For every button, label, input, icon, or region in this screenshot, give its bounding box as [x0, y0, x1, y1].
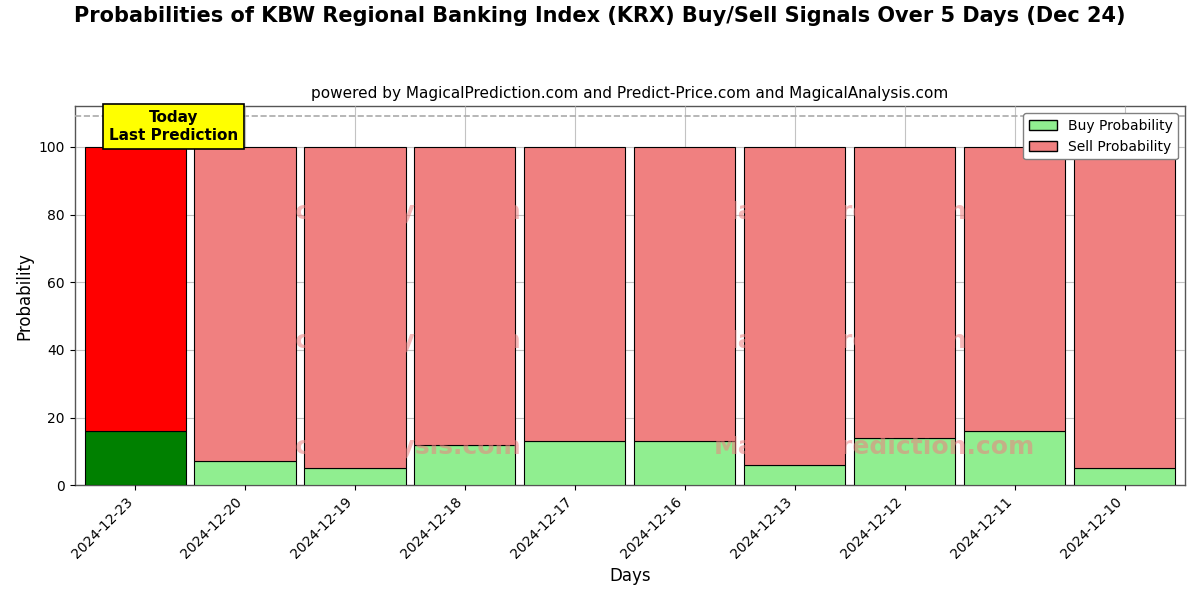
Bar — [194, 147, 295, 461]
Bar — [635, 147, 736, 441]
Text: MagicalAnalysis.com: MagicalAnalysis.com — [228, 200, 521, 224]
Bar — [84, 147, 186, 431]
Text: Today
Last Prediction: Today Last Prediction — [109, 110, 239, 143]
Bar — [305, 147, 406, 468]
Bar — [854, 147, 955, 438]
X-axis label: Days: Days — [610, 567, 650, 585]
Text: Probabilities of KBW Regional Banking Index (KRX) Buy/Sell Signals Over 5 Days (: Probabilities of KBW Regional Banking In… — [74, 6, 1126, 26]
Bar — [744, 465, 845, 485]
Bar — [1074, 468, 1175, 485]
Bar — [635, 441, 736, 485]
Bar — [84, 431, 186, 485]
Bar — [194, 461, 295, 485]
Bar — [964, 147, 1066, 431]
Text: MagicalPrediction.com: MagicalPrediction.com — [714, 329, 1034, 353]
Bar — [414, 445, 516, 485]
Text: MagicalAnalysis.com: MagicalAnalysis.com — [228, 329, 521, 353]
Text: MagicalAnalysis.com: MagicalAnalysis.com — [228, 435, 521, 459]
Text: MagicalPrediction.com: MagicalPrediction.com — [714, 200, 1034, 224]
Bar — [305, 468, 406, 485]
Bar — [524, 441, 625, 485]
Bar — [524, 147, 625, 441]
Bar — [414, 147, 516, 445]
Bar — [1074, 147, 1175, 468]
Y-axis label: Probability: Probability — [16, 252, 34, 340]
Text: MagicalPrediction.com: MagicalPrediction.com — [714, 435, 1034, 459]
Legend: Buy Probability, Sell Probability: Buy Probability, Sell Probability — [1024, 113, 1178, 160]
Title: powered by MagicalPrediction.com and Predict-Price.com and MagicalAnalysis.com: powered by MagicalPrediction.com and Pre… — [311, 86, 948, 101]
Bar — [744, 147, 845, 465]
Bar — [854, 438, 955, 485]
Bar — [964, 431, 1066, 485]
